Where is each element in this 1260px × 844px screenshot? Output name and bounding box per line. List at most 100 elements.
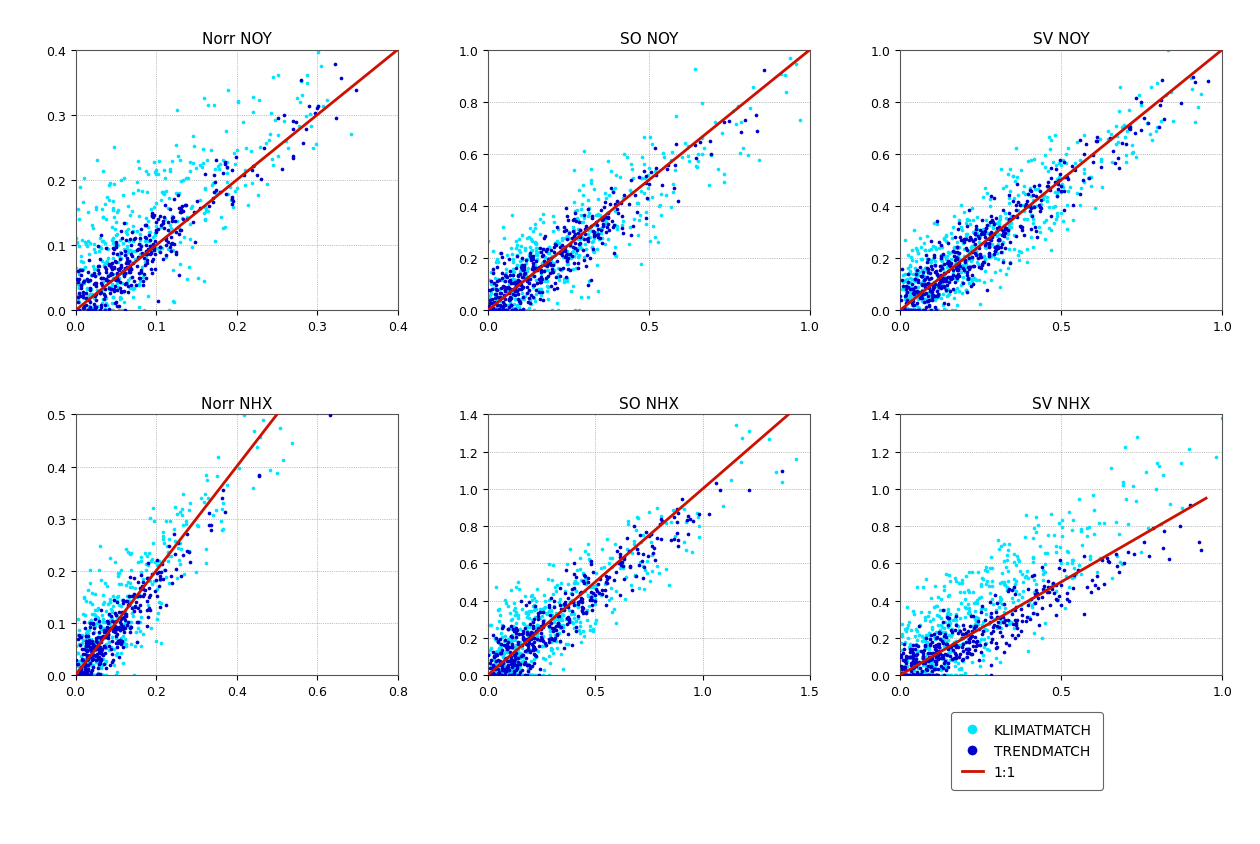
Point: [478, 235, 498, 249]
Point: [932, 603, 953, 617]
Point: [917, 295, 937, 308]
Point: [898, 304, 919, 317]
Point: [912, 271, 932, 284]
Point: [905, 262, 925, 276]
Point: [505, 626, 525, 640]
Point: [949, 270, 969, 284]
Point: [115, 608, 135, 621]
Point: [656, 517, 677, 530]
Point: [520, 252, 541, 266]
Point: [517, 627, 537, 641]
Point: [567, 585, 587, 598]
Point: [495, 304, 515, 317]
Point: [557, 599, 577, 613]
Point: [969, 636, 989, 649]
Point: [494, 647, 514, 660]
Point: [902, 645, 922, 658]
Point: [106, 230, 126, 243]
Point: [176, 199, 197, 213]
Point: [931, 273, 951, 286]
Point: [955, 570, 975, 583]
Point: [920, 615, 940, 629]
Point: [755, 64, 775, 78]
Point: [501, 273, 522, 286]
Point: [1023, 607, 1043, 620]
Point: [504, 298, 524, 311]
Point: [1056, 170, 1076, 184]
Point: [96, 630, 116, 644]
Point: [532, 273, 552, 286]
Point: [951, 654, 971, 668]
Point: [102, 647, 122, 661]
Point: [505, 285, 525, 299]
Point: [81, 274, 101, 288]
Point: [169, 554, 189, 567]
Point: [100, 592, 120, 606]
Point: [917, 262, 937, 275]
Point: [542, 621, 562, 635]
Point: [922, 253, 942, 267]
Point: [501, 633, 522, 647]
Point: [215, 506, 236, 519]
Point: [960, 244, 980, 257]
Point: [970, 591, 990, 604]
Point: [911, 289, 931, 302]
Point: [117, 546, 137, 560]
Point: [908, 657, 929, 670]
Point: [71, 668, 91, 682]
Point: [921, 257, 941, 270]
Point: [500, 284, 520, 297]
Point: [519, 636, 539, 650]
Point: [505, 304, 525, 317]
Point: [959, 277, 979, 290]
Point: [1038, 183, 1058, 197]
Point: [590, 233, 610, 246]
Point: [1125, 151, 1145, 165]
Point: [126, 260, 146, 273]
Point: [86, 201, 106, 214]
Point: [523, 599, 543, 613]
Point: [156, 232, 176, 246]
Point: [650, 199, 670, 213]
Point: [902, 660, 922, 674]
Point: [195, 469, 215, 483]
Point: [509, 304, 529, 317]
Point: [93, 598, 113, 611]
Point: [1007, 204, 1027, 218]
Point: [988, 610, 1008, 624]
Point: [1087, 135, 1108, 149]
Point: [935, 282, 955, 295]
Point: [912, 278, 932, 291]
Point: [512, 259, 532, 273]
Point: [74, 592, 94, 605]
Point: [908, 619, 929, 633]
Point: [912, 668, 932, 682]
Point: [898, 268, 919, 281]
Point: [1045, 186, 1065, 199]
Point: [580, 230, 600, 244]
Point: [130, 272, 150, 285]
Point: [486, 634, 507, 647]
Point: [519, 632, 539, 646]
Point: [984, 219, 1004, 232]
Point: [68, 290, 88, 304]
Point: [1080, 550, 1100, 564]
Point: [674, 503, 694, 517]
Point: [1005, 614, 1026, 627]
Point: [554, 252, 575, 265]
Point: [900, 268, 920, 281]
Point: [499, 668, 519, 682]
Point: [491, 282, 512, 295]
Point: [107, 206, 127, 219]
Point: [110, 578, 130, 592]
Point: [100, 282, 120, 295]
Point: [215, 156, 236, 170]
Point: [927, 285, 948, 299]
Point: [141, 208, 161, 222]
Point: [533, 668, 553, 682]
Point: [73, 658, 93, 672]
Point: [301, 121, 321, 134]
Point: [976, 642, 997, 656]
Point: [994, 615, 1014, 629]
Point: [102, 611, 122, 625]
